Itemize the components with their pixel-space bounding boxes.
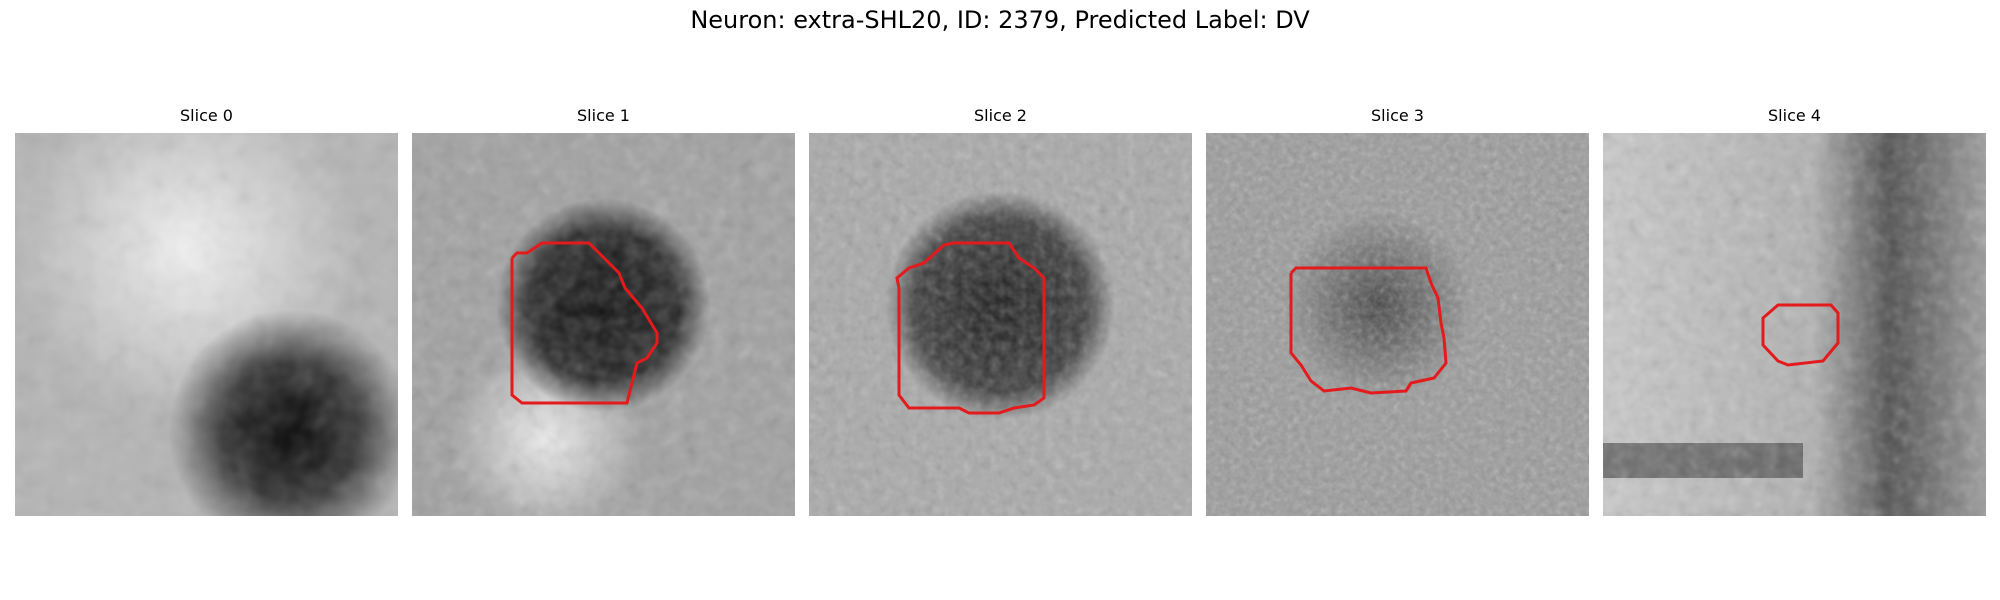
slice-title-3: Slice 3 [1371,106,1424,125]
slice-title-1: Slice 1 [577,106,630,125]
slice-image-2 [809,133,1192,516]
slice-image-3 [1206,133,1589,516]
slice-image-0 [15,133,398,516]
contour-outline-2 [895,241,1046,415]
slice-title-4: Slice 4 [1768,106,1821,125]
slice-image-1 [412,133,795,516]
slice-image-4 [1603,133,1986,516]
contour-outline-3 [1289,266,1448,395]
contour-outline-4 [1761,303,1840,367]
slice-title-0: Slice 0 [180,106,233,125]
contour-outline-1 [510,241,659,405]
figure-title: Neuron: extra-SHL20, ID: 2379, Predicted… [690,6,1310,34]
slice-title-2: Slice 2 [974,106,1027,125]
